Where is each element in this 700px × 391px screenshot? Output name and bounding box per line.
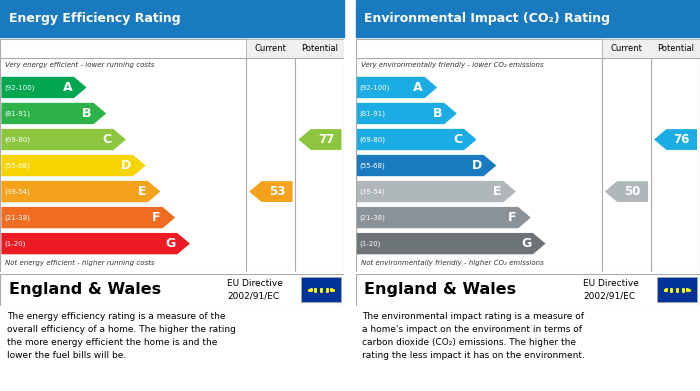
Text: Very environmentally friendly - lower CO₂ emissions: Very environmentally friendly - lower CO…: [360, 62, 543, 68]
Polygon shape: [605, 181, 648, 202]
Text: 76: 76: [673, 133, 690, 146]
Polygon shape: [654, 129, 697, 150]
Text: (69-80): (69-80): [4, 136, 30, 143]
Polygon shape: [357, 233, 545, 254]
Text: EU Directive
2002/91/EC: EU Directive 2002/91/EC: [228, 279, 284, 300]
Text: Energy Efficiency Rating: Energy Efficiency Rating: [8, 12, 180, 25]
Text: Potential: Potential: [302, 44, 338, 53]
Text: The energy efficiency rating is a measure of the
overall efficiency of a home. T: The energy efficiency rating is a measur…: [7, 312, 236, 360]
Polygon shape: [1, 77, 87, 98]
Text: Very energy efficient - lower running costs: Very energy efficient - lower running co…: [5, 62, 155, 68]
Polygon shape: [357, 207, 531, 228]
Text: (39-54): (39-54): [360, 188, 386, 195]
Text: E: E: [493, 185, 502, 198]
Text: The environmental impact rating is a measure of
a home's impact on the environme: The environmental impact rating is a mea…: [363, 312, 585, 360]
Bar: [301, 277, 341, 302]
Text: EU Directive
2002/91/EC: EU Directive 2002/91/EC: [583, 279, 639, 300]
Text: G: G: [165, 237, 176, 250]
Text: B: B: [433, 107, 442, 120]
Polygon shape: [357, 103, 457, 124]
Text: C: C: [102, 133, 111, 146]
Text: Environmental Impact (CO₂) Rating: Environmental Impact (CO₂) Rating: [364, 12, 610, 25]
Polygon shape: [1, 233, 190, 254]
Text: (21-38): (21-38): [4, 214, 30, 221]
Bar: [602, 39, 700, 58]
Text: (92-100): (92-100): [360, 84, 390, 91]
Text: (81-91): (81-91): [360, 110, 386, 117]
Polygon shape: [1, 155, 146, 176]
Text: F: F: [508, 211, 517, 224]
Text: (39-54): (39-54): [4, 188, 30, 195]
Text: 77: 77: [318, 133, 334, 146]
Text: C: C: [453, 133, 462, 146]
Polygon shape: [357, 77, 438, 98]
Text: D: D: [121, 159, 132, 172]
Text: Not energy efficient - higher running costs: Not energy efficient - higher running co…: [5, 260, 155, 267]
Text: (21-38): (21-38): [360, 214, 386, 221]
Bar: [657, 277, 696, 302]
Text: Current: Current: [255, 44, 287, 53]
Polygon shape: [357, 129, 477, 150]
Text: Not environmentally friendly - higher CO₂ emissions: Not environmentally friendly - higher CO…: [360, 260, 543, 267]
Text: Current: Current: [610, 44, 643, 53]
Text: 50: 50: [624, 185, 640, 198]
Polygon shape: [298, 129, 342, 150]
Text: (92-100): (92-100): [4, 84, 34, 91]
Text: England & Wales: England & Wales: [8, 282, 161, 297]
Text: A: A: [62, 81, 72, 94]
Text: (1-20): (1-20): [4, 240, 25, 247]
Text: (1-20): (1-20): [360, 240, 381, 247]
Text: (69-80): (69-80): [360, 136, 386, 143]
Text: (55-68): (55-68): [4, 162, 30, 169]
Polygon shape: [1, 129, 126, 150]
Text: England & Wales: England & Wales: [364, 282, 517, 297]
Text: Potential: Potential: [657, 44, 694, 53]
Text: B: B: [83, 107, 92, 120]
Text: E: E: [137, 185, 146, 198]
Polygon shape: [1, 103, 106, 124]
Polygon shape: [1, 181, 160, 202]
Text: A: A: [413, 81, 423, 94]
Text: D: D: [472, 159, 482, 172]
Polygon shape: [357, 155, 496, 176]
Text: 53: 53: [269, 185, 285, 198]
Text: (81-91): (81-91): [4, 110, 30, 117]
Text: (55-68): (55-68): [360, 162, 386, 169]
Polygon shape: [249, 181, 293, 202]
Polygon shape: [1, 207, 175, 228]
Text: G: G: [521, 237, 531, 250]
Bar: [246, 39, 344, 58]
Polygon shape: [357, 181, 516, 202]
Text: F: F: [153, 211, 161, 224]
